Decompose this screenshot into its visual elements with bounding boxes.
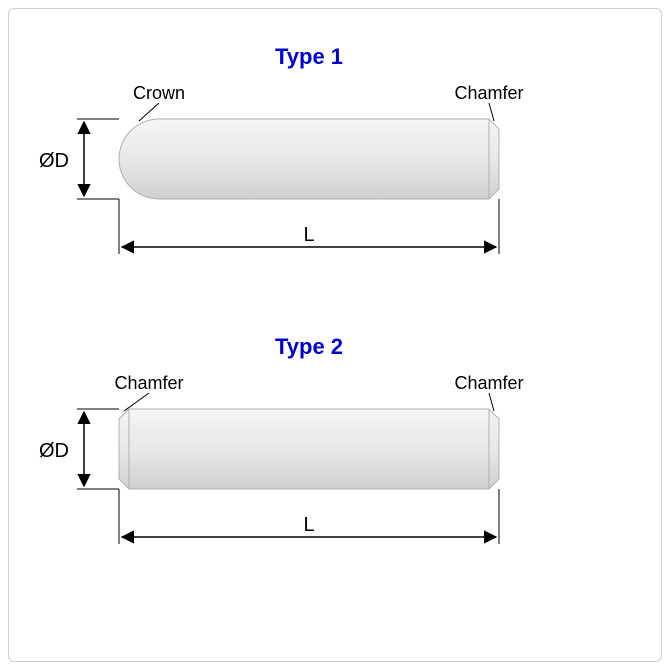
type1-left-label: Crown bbox=[133, 83, 185, 103]
type1-right-label: Chamfer bbox=[454, 83, 523, 103]
type1-pin bbox=[119, 119, 499, 199]
diagram-svg: Type 1 Crown Chamfer ØD L Type 2 Chamfer… bbox=[9, 9, 661, 661]
t1-chamfer-leader bbox=[489, 103, 494, 121]
type2-right-label: Chamfer bbox=[454, 373, 523, 393]
t2-l-label: L bbox=[303, 514, 314, 536]
t1-l-label: L bbox=[303, 224, 314, 246]
type2-title: Type 2 bbox=[275, 334, 343, 359]
type1-title: Type 1 bbox=[275, 44, 343, 69]
type2-left-label: Chamfer bbox=[114, 373, 183, 393]
t1-d-label: ØD bbox=[39, 150, 69, 172]
diagram-frame: Type 1 Crown Chamfer ØD L Type 2 Chamfer… bbox=[8, 8, 662, 662]
t1-crown-leader bbox=[139, 103, 159, 121]
t2-d-label: ØD bbox=[39, 440, 69, 462]
t2-chamfer-leader-l bbox=[124, 393, 149, 411]
t2-chamfer-leader-r bbox=[489, 393, 494, 411]
type2-pin bbox=[119, 409, 499, 489]
